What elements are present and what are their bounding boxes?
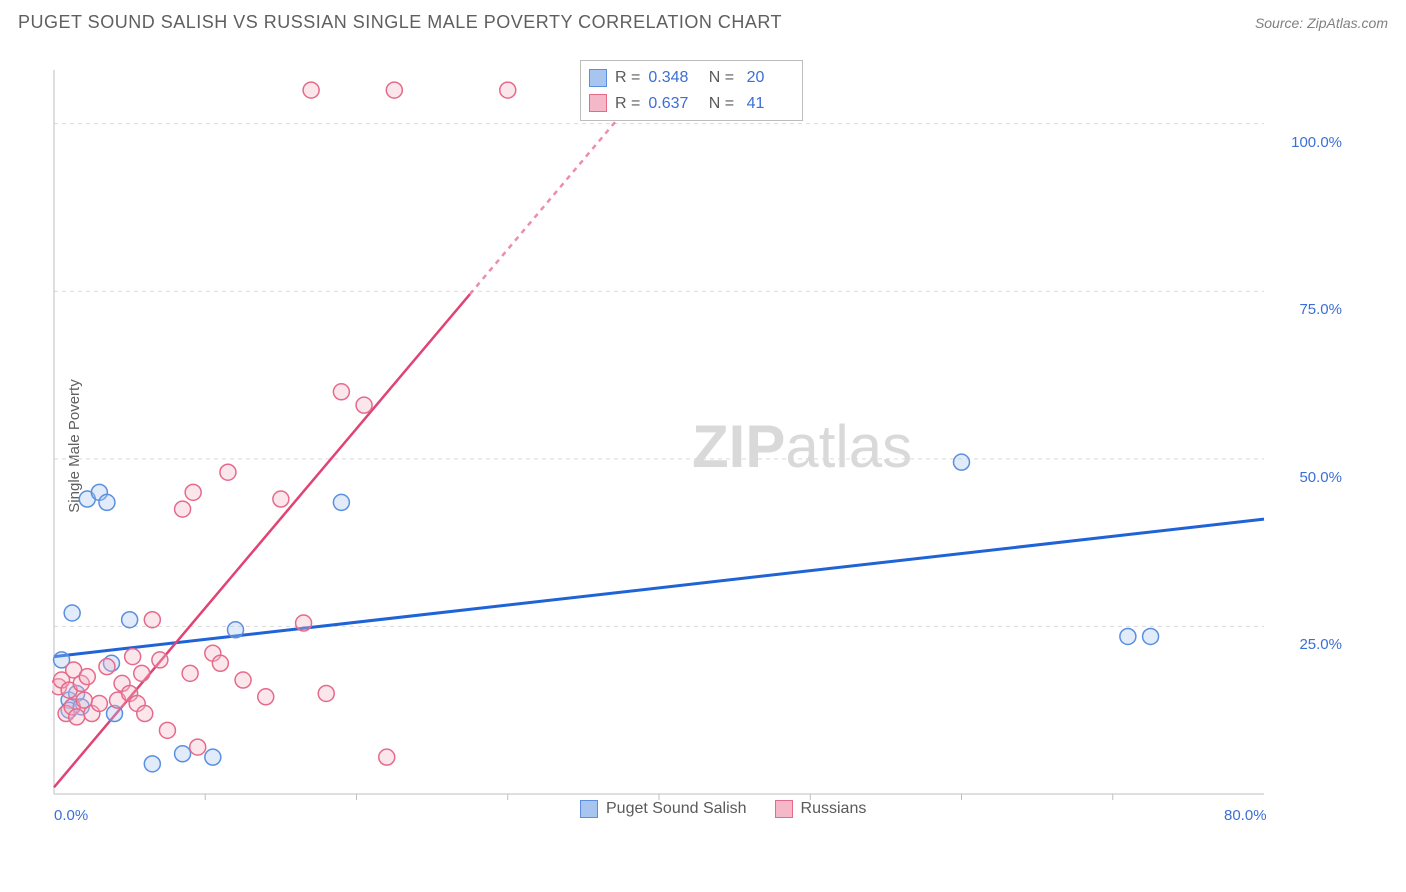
watermark-bold: ZIP (692, 413, 785, 480)
stats-row-salish: R = 0.348 N = 20 (589, 65, 790, 91)
x-tick-label: 80.0% (1224, 807, 1267, 824)
legend-label: Russians (801, 800, 867, 818)
legend-label: Puget Sound Salish (606, 800, 747, 818)
stat-r-value: 0.637 (648, 91, 696, 117)
legend-item-russians: Russians (775, 800, 867, 818)
stats-row-russians: R = 0.637 N = 41 (589, 91, 790, 117)
x-tick-label: 0.0% (54, 807, 88, 824)
swatch-icon (775, 800, 793, 818)
swatch-icon (580, 800, 598, 818)
y-tick-label: 100.0% (1291, 134, 1342, 151)
stats-legend: R = 0.348 N = 20 R = 0.637 N = 41 (580, 60, 803, 121)
source-label: Source: ZipAtlas.com (1255, 15, 1388, 31)
legend-item-salish: Puget Sound Salish (580, 800, 747, 818)
y-tick-label: 25.0% (1299, 636, 1342, 653)
series-legend: Puget Sound Salish Russians (580, 800, 866, 818)
swatch-icon (589, 94, 607, 112)
stat-r-label: R = (615, 91, 640, 117)
chart-title: PUGET SOUND SALISH VS RUSSIAN SINGLE MAL… (18, 12, 782, 33)
stat-r-label: R = (615, 65, 640, 91)
watermark: ZIPatlas (692, 412, 912, 481)
y-tick-label: 75.0% (1299, 301, 1342, 318)
chart-area: ZIPatlas R =0.348 N = 20R =0.637 N = 41 … (52, 52, 1342, 822)
y-tick-label: 50.0% (1299, 469, 1342, 486)
watermark-rest: atlas (785, 413, 912, 480)
stat-n-value: 20 (742, 65, 790, 91)
stat-n-value: 41 (742, 91, 790, 117)
swatch-icon (589, 69, 607, 87)
stat-n-label: N = (704, 65, 734, 91)
stat-r-value: 0.348 (648, 65, 696, 91)
stat-n-label: N = (704, 91, 734, 117)
